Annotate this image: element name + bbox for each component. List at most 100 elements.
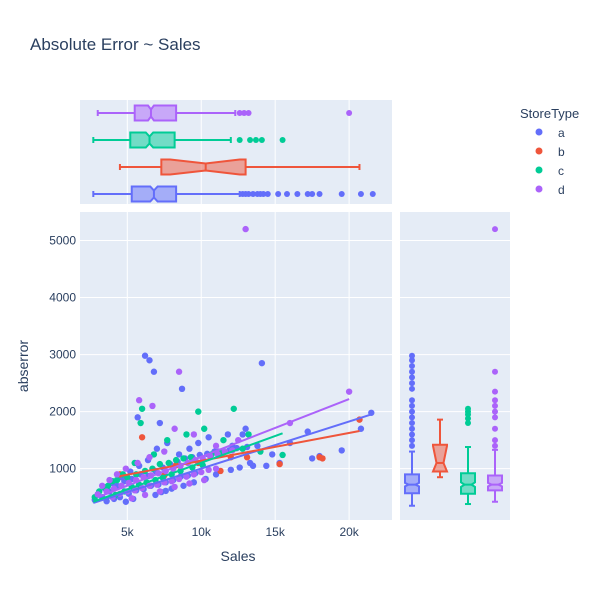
sales-outlier-a	[264, 191, 271, 197]
point-a	[152, 491, 159, 499]
point-d	[171, 425, 178, 432]
y-axis-title: abserror	[15, 340, 31, 392]
legend-item-d[interactable]: d	[535, 183, 565, 197]
error-outlier-d	[492, 226, 498, 233]
error-outlier-a	[409, 420, 415, 427]
sales-outlier-a	[309, 191, 316, 197]
sales-outlier-a	[338, 191, 345, 197]
x-tick-label: 20k	[339, 525, 359, 539]
sales-outlier-a	[294, 191, 301, 197]
legend-marker-b	[535, 147, 543, 155]
error-box-d	[487, 474, 503, 492]
point-a	[134, 414, 141, 421]
error-box-c	[460, 472, 476, 495]
sales-outlier-c	[247, 137, 254, 143]
error-outlier-a	[409, 425, 415, 432]
point-c	[164, 436, 171, 444]
point-a	[227, 466, 235, 474]
error-outlier-a	[409, 380, 415, 387]
point-d	[190, 471, 198, 478]
point-c	[230, 405, 237, 412]
y-tick-label: 3000	[49, 348, 76, 362]
point-d	[201, 476, 208, 484]
top-marginal-boxplots	[92, 104, 376, 203]
sales-outlier-a	[260, 191, 267, 197]
point-c	[113, 476, 121, 484]
x-axis-title: Sales	[220, 548, 255, 564]
legend-label-a: a	[558, 126, 565, 140]
point-d	[106, 476, 113, 484]
point-d	[205, 466, 212, 474]
error-outlier-a	[409, 431, 415, 438]
point-a	[195, 439, 202, 447]
x-tick-label: 15k	[266, 525, 286, 539]
point-d	[135, 397, 143, 404]
top-marginal-gridlines	[126, 100, 350, 204]
sales-outlier-c	[258, 137, 265, 143]
point-a	[308, 455, 316, 462]
point-d	[122, 465, 130, 472]
trendline-d	[97, 398, 350, 499]
legend-label-d: d	[558, 183, 565, 197]
chart-title: Absolute Error ~ Sales	[30, 35, 201, 54]
point-d	[186, 480, 193, 487]
error-outlier-d	[492, 425, 498, 432]
point-d	[171, 483, 178, 491]
point-c	[172, 456, 180, 464]
legend-item-a[interactable]: a	[535, 126, 566, 140]
error-outlier-d	[492, 442, 498, 449]
sales-outlier-d	[245, 110, 252, 116]
point-c	[137, 419, 144, 427]
point-c	[183, 431, 190, 438]
point-a	[205, 434, 212, 441]
error-outlier-a	[409, 437, 415, 444]
error-outlier-a	[409, 374, 415, 381]
point-d	[156, 488, 164, 495]
point-a	[246, 459, 254, 467]
sales-outlier-a	[304, 191, 311, 197]
sales-outlier-c	[279, 137, 286, 143]
legend-marker-a	[535, 128, 543, 136]
point-a	[178, 385, 186, 393]
error-outlier-d	[492, 437, 498, 444]
point-a	[122, 498, 130, 505]
right-marginal-gridlines	[400, 240, 510, 470]
sales-outlier-d	[346, 110, 353, 116]
point-d	[183, 473, 190, 480]
sales-outlier-a	[245, 191, 252, 197]
point-a	[153, 445, 161, 452]
x-axis-tick-labels: 5k 10k 15k 20k	[121, 525, 360, 539]
point-a	[146, 357, 153, 364]
error-outlier-a	[409, 397, 415, 404]
point-c	[279, 451, 286, 459]
y-tick-label: 2000	[49, 405, 76, 419]
point-c	[138, 405, 146, 412]
point-a	[258, 359, 266, 367]
point-a	[162, 487, 169, 495]
y-tick-label: 5000	[49, 234, 76, 248]
error-outlier-d	[492, 397, 498, 404]
legend-marker-d	[535, 185, 543, 193]
point-d	[128, 495, 135, 502]
sales-outlier-c	[236, 137, 243, 143]
point-a	[239, 431, 246, 438]
point-a	[156, 419, 164, 427]
point-a	[357, 425, 365, 432]
error-outlier-a	[409, 385, 415, 392]
error-outlier-d	[492, 388, 498, 395]
error-outlier-a	[409, 408, 415, 415]
legend-item-c[interactable]: c	[535, 164, 565, 178]
error-outlier-c	[465, 405, 471, 412]
point-a	[175, 451, 183, 458]
point-a	[141, 352, 149, 359]
point-a	[212, 471, 220, 478]
point-c	[165, 459, 172, 467]
sales-outlier-a	[250, 191, 257, 197]
error-outlier-a	[409, 402, 415, 409]
point-a	[186, 445, 193, 452]
legend-item-b[interactable]: b	[535, 145, 566, 159]
point-c	[195, 408, 202, 415]
point-a	[242, 425, 249, 432]
